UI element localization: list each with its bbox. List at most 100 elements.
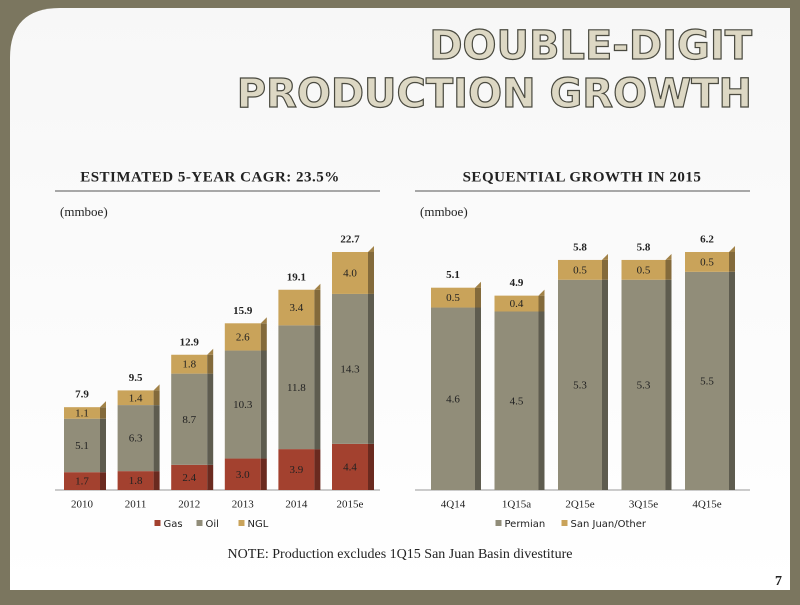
bar-segment [558, 259, 602, 280]
value-label: 3.0 [236, 469, 250, 481]
bar-side [207, 354, 214, 374]
bar-segment [224, 350, 261, 459]
x-tick-label: 2010 [71, 499, 94, 511]
value-label: 1.4 [129, 392, 143, 404]
x-tick-label: 2011 [125, 499, 147, 511]
slide-title: PRODUCTION GROWTH [237, 71, 752, 117]
value-label: 1.7 [75, 476, 89, 488]
bar-segment [171, 373, 208, 465]
value-label: 3.4 [290, 302, 304, 314]
x-tick-label: 2015e [337, 499, 364, 511]
y-axis-label: (mmboe) [420, 204, 468, 219]
value-label: 4.0 [343, 268, 357, 280]
bar-side [665, 259, 672, 280]
bar-side [368, 293, 374, 444]
bar-segment [685, 271, 729, 490]
bar-segment [685, 252, 729, 272]
bar-side [602, 259, 608, 280]
value-label: 4.6 [446, 393, 460, 405]
value-label: 3.9 [290, 464, 304, 476]
bar-segment [64, 472, 100, 490]
bar-top [538, 289, 545, 296]
bar-side [207, 373, 214, 465]
bar-top [368, 246, 374, 252]
value-label: 1.8 [129, 475, 143, 487]
bar-side [153, 390, 160, 406]
bar-side [100, 472, 106, 490]
slide-title: DOUBLE-DIGIT [429, 23, 752, 69]
total-label: 12.9 [180, 336, 200, 348]
page-number: 7 [775, 574, 782, 589]
bar-segment [332, 443, 368, 490]
bar-segment [621, 279, 666, 490]
value-label: 6.3 [129, 433, 143, 445]
value-label: 0.5 [446, 292, 460, 304]
x-tick-label: 2Q15e [565, 499, 594, 511]
total-label: 19.1 [287, 271, 306, 283]
bar-top [207, 348, 214, 355]
bar-top [260, 317, 267, 324]
value-label: 11.8 [287, 382, 306, 394]
total-label: 7.9 [75, 389, 89, 401]
value-label: 2.6 [236, 331, 250, 343]
bar-segment [278, 325, 315, 450]
value-label: 5.3 [573, 379, 587, 391]
legend-label: Oil [206, 519, 219, 530]
total-label: 5.1 [446, 269, 460, 281]
legend-swatch [196, 520, 203, 526]
bar-side [368, 443, 374, 490]
bar-side [475, 287, 481, 308]
y-axis-label: (mmboe) [60, 204, 108, 219]
bar-segment [64, 407, 100, 419]
bar-side [538, 295, 545, 312]
bar-segment [117, 405, 154, 472]
bar-segment [64, 418, 100, 473]
value-label: 10.3 [233, 399, 253, 411]
bar-side [207, 464, 214, 490]
bar-segment [278, 449, 315, 490]
total-label: 15.9 [233, 305, 253, 317]
bar-segment [494, 311, 539, 490]
value-label: 5.3 [637, 379, 651, 391]
bar-segment [117, 390, 154, 406]
bar-top [475, 281, 481, 288]
bar-side [729, 271, 735, 490]
x-tick-label: 2013 [232, 499, 255, 511]
bar-side [260, 323, 267, 351]
bar-top [665, 253, 672, 260]
x-tick-label: 3Q15e [629, 499, 658, 511]
legend-swatch [495, 520, 502, 526]
legend-label: Gas [164, 519, 183, 530]
value-label: 14.3 [340, 363, 360, 375]
value-label: 5.1 [75, 440, 89, 452]
value-label: 0.4 [510, 298, 524, 310]
bar-segment [558, 279, 602, 490]
bar-side [260, 350, 267, 459]
bar-top [314, 283, 321, 290]
bar-side [538, 311, 545, 490]
value-label: 0.5 [637, 264, 651, 276]
x-tick-label: 2012 [178, 499, 200, 511]
chart-title: SEQUENTIAL GROWTH IN 2015 [463, 169, 702, 185]
total-label: 22.7 [340, 234, 360, 246]
bar-side [475, 307, 481, 490]
bar-top [100, 401, 106, 408]
chart-title: ESTIMATED 5-YEAR CAGR: 23.5% [80, 169, 340, 185]
bar-side [368, 252, 374, 294]
bar-side [260, 458, 267, 490]
legend-label: San Juan/Other [571, 519, 647, 530]
bar-side [665, 279, 672, 490]
legend-label: Permian [505, 519, 546, 530]
value-label: 1.1 [75, 407, 89, 419]
bar-segment [171, 464, 208, 490]
bar-side [153, 471, 160, 490]
bar-segment [278, 289, 315, 326]
legend-label: NGL [248, 519, 269, 530]
legend-swatch [238, 520, 245, 526]
bar-segment [621, 259, 666, 280]
bar-segment [171, 354, 208, 374]
total-label: 5.8 [573, 241, 587, 253]
value-label: 1.8 [182, 359, 196, 371]
